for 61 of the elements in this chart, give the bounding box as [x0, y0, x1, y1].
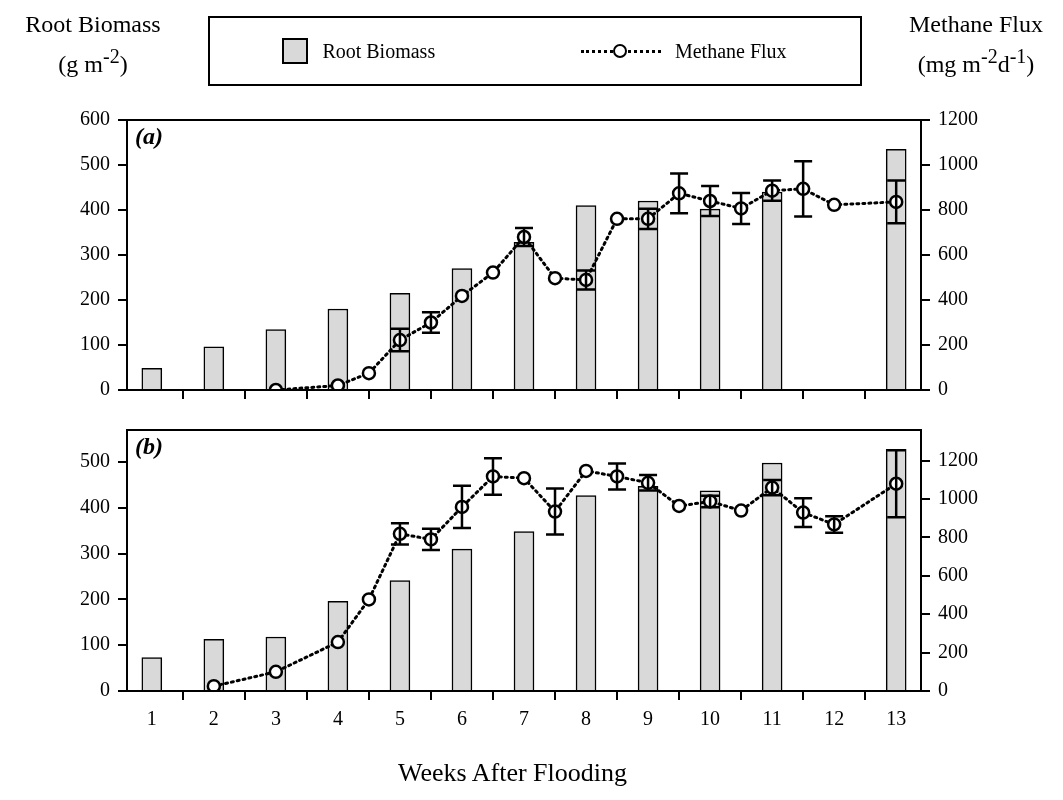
y-tick-label: 100	[80, 332, 110, 355]
y-tick-label: 300	[80, 242, 110, 265]
point	[361, 365, 377, 381]
y2-tick-label: 600	[938, 242, 968, 265]
x-tick-label: 4	[332, 707, 343, 730]
y2-tick-label: 1000	[938, 152, 978, 175]
x-tick-label: 9	[643, 707, 654, 730]
y2-tick-label: 200	[938, 639, 968, 662]
annotation: (a)	[135, 123, 163, 150]
annotation: (b)	[135, 433, 163, 460]
x-axis-title: Weeks After Flooding	[397, 758, 628, 788]
x-tick-label: 2	[208, 707, 219, 730]
point	[547, 270, 563, 286]
y2-tick-label: 400	[938, 601, 968, 624]
y2-tick-label: 800	[938, 197, 968, 220]
y-tick-label: 400	[80, 197, 110, 220]
x-tick-label: 13	[886, 707, 907, 730]
x-tick-label: 8	[581, 707, 592, 730]
point	[516, 470, 532, 486]
y-tick-label: 500	[80, 152, 110, 175]
y2-tick-label: 800	[938, 524, 968, 547]
x-tick-label: 7	[519, 707, 529, 730]
y2-tick-label: 1200	[938, 447, 978, 470]
y-tick-label: 200	[80, 586, 110, 609]
y2-tick-label: 0	[938, 377, 948, 400]
point	[671, 498, 687, 514]
point	[330, 378, 346, 390]
x-tick-label: 10	[700, 707, 721, 730]
x-tick-label: 12	[824, 707, 845, 730]
point	[578, 463, 594, 479]
y-tick-label: 300	[80, 540, 110, 563]
x-tick-label: 3	[270, 707, 281, 730]
legend-label: Root Biomass	[322, 39, 436, 63]
point	[454, 288, 470, 304]
point	[609, 211, 625, 227]
x-tick-label: 5	[394, 707, 405, 730]
y2-tick-label: 0	[938, 678, 948, 701]
x-tick-label: 6	[456, 707, 467, 730]
y-tick-label: 0	[100, 377, 110, 400]
y-tick-label: 200	[80, 287, 110, 310]
y2-tick-label: 200	[938, 332, 968, 355]
y-tick-label: 400	[80, 495, 110, 518]
y2-tick-label: 600	[938, 563, 968, 586]
y-tick-label: 0	[100, 678, 110, 701]
point	[330, 634, 346, 650]
y-tick-label: 500	[80, 449, 110, 472]
y-tick-label: 600	[80, 107, 110, 130]
point	[485, 265, 501, 280]
y2-tick-label: 1200	[938, 107, 978, 130]
x-tick-label: 1	[146, 707, 157, 730]
y-tick-label: 100	[80, 632, 110, 655]
y2-axis-title: Methane Flux (mg m$^{-2}$d$^{-1}$)	[908, 10, 1044, 79]
point	[361, 592, 377, 607]
y-axis-title: Root Biomass (g m$^{-2}$)	[24, 10, 162, 79]
point	[206, 678, 222, 691]
point	[826, 197, 842, 213]
x-tick-label: 11	[762, 707, 782, 730]
y2-tick-label: 400	[938, 287, 968, 310]
y2-tick-label: 1000	[938, 486, 978, 509]
point	[733, 503, 749, 518]
legend-label: Methane Flux	[674, 39, 787, 63]
